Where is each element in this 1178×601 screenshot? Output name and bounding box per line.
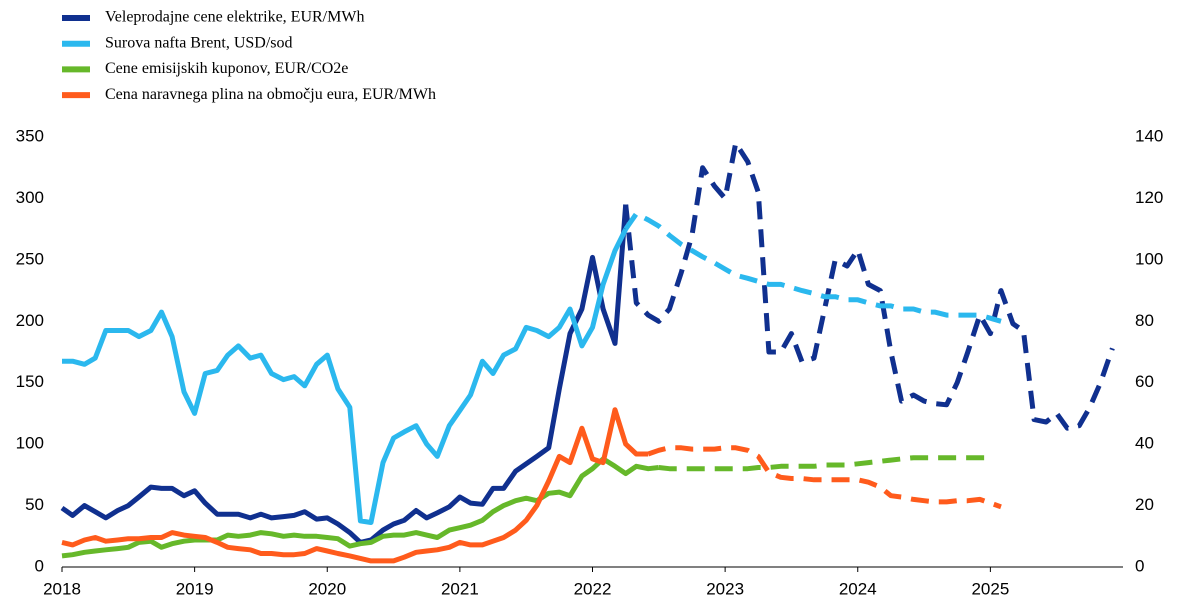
y2-tick-label: 100 [1135, 249, 1163, 268]
forecast-line [647, 445, 1002, 510]
series-line [61, 407, 649, 564]
legend-label: Cena naravnega plina na območju eura, EU… [105, 86, 436, 103]
forecast-line [658, 455, 991, 472]
legend-label: Cene emisijskih kuponov, EUR/CO2e [105, 60, 348, 77]
x-tick-label: 2022 [574, 579, 612, 598]
x-tick-label: 2020 [308, 579, 346, 598]
y-tick-label: 150 [16, 372, 44, 391]
x-tick-label: 2023 [706, 579, 744, 598]
x-tick-label: 2024 [839, 579, 877, 598]
y2-tick-label: 60 [1135, 372, 1154, 391]
y2-tick-label: 20 [1135, 495, 1154, 514]
series-line [61, 456, 660, 559]
y-tick-label: 50 [25, 495, 44, 514]
y2-tick-label: 0 [1135, 556, 1144, 575]
y-tick-label: 100 [16, 434, 44, 453]
y2-tick-label: 120 [1135, 188, 1163, 207]
series-line [60, 204, 629, 545]
y-tick-label: 300 [16, 188, 44, 207]
x-tick-label: 2021 [441, 579, 479, 598]
y-tick-label: 200 [16, 311, 44, 330]
forecast-line [623, 211, 1002, 324]
x-tick-label: 2019 [176, 579, 214, 598]
series-line [62, 227, 628, 525]
x-tick-label: 2025 [971, 579, 1009, 598]
x-tick-label: 2018 [43, 579, 81, 598]
y2-tick-label: 80 [1135, 311, 1154, 330]
forecast-line [623, 140, 1115, 431]
y2-tick-label: 40 [1135, 434, 1154, 453]
y-tick-label: 0 [35, 556, 44, 575]
y2-tick-label: 140 [1135, 126, 1163, 145]
legend-label: Veleprodajne cene elektrike, EUR/MWh [105, 9, 364, 26]
legend-label: Surova nafta Brent, USD/sod [105, 34, 293, 51]
y-tick-label: 250 [16, 249, 44, 268]
y-tick-label: 350 [16, 126, 44, 145]
